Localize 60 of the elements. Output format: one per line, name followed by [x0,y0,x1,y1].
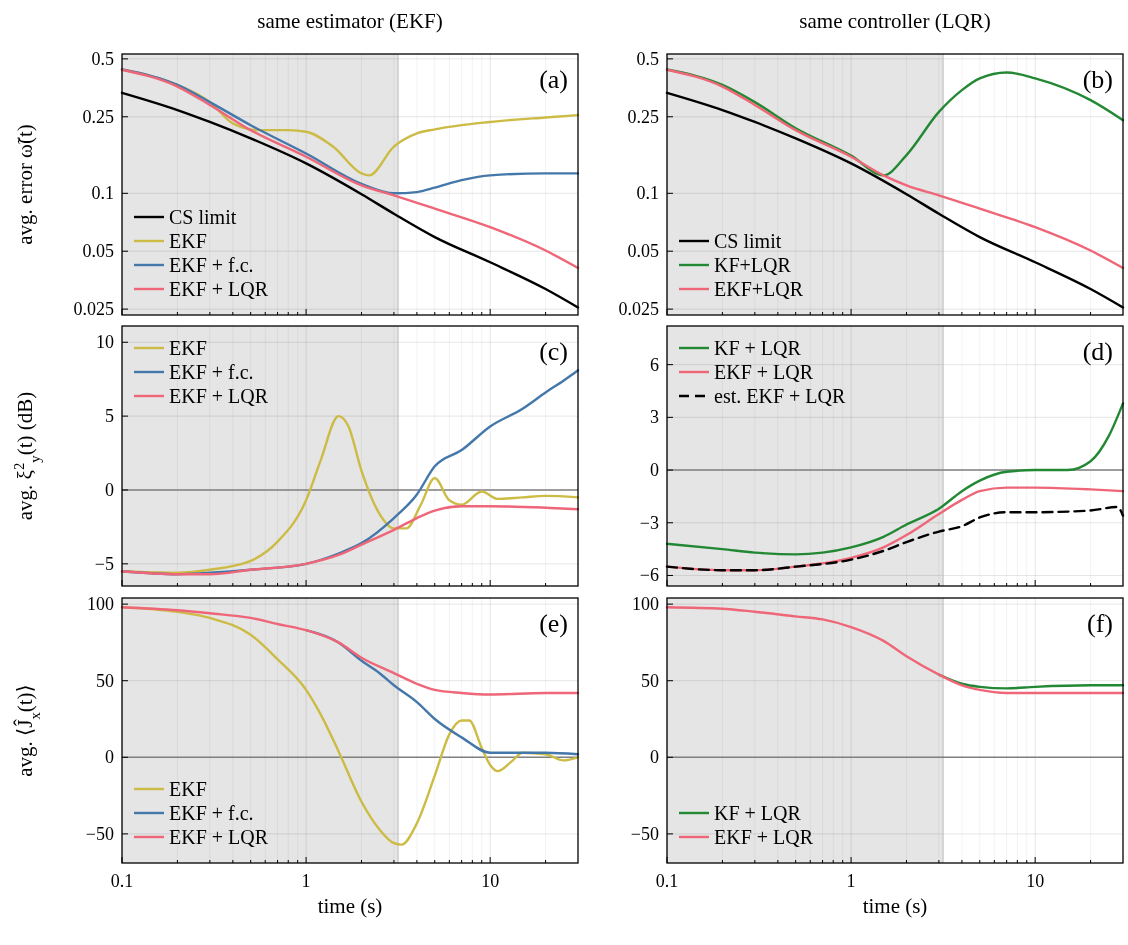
annotation: (d) [1082,337,1113,366]
legend-label: EKF + LQR [169,385,269,407]
legend-label: CS limit [169,206,237,228]
y-tick-label: −5 [94,553,114,574]
y-tick-label: −6 [639,565,659,586]
legend-label: EKF [169,778,207,800]
y-tick-label: 0.05 [82,241,114,262]
y-tick-label: 0 [105,479,114,500]
y-tick-label: 5 [105,406,114,427]
y-axis-title: avg. error ω̃(t) [13,124,37,245]
y-tick-label: 100 [87,594,114,615]
y-tick-label: 0.025 [73,299,114,320]
legend-label: EKF + f.c. [169,802,254,824]
legend-label: EKF [169,230,207,252]
legend-label: EKF + LQR [714,826,814,848]
legend-label: EKF + LQR [169,826,269,848]
y-tick-label: 0 [650,460,659,481]
y-tick-label: 0.1 [636,183,659,204]
x-axis-title: time (s) [862,894,928,918]
chart-title: same estimator (EKF) [257,9,443,33]
y-tick-label: 100 [632,594,659,615]
legend-label: EKF [169,337,207,359]
legend-label: KF + LQR [714,802,802,824]
y-tick-label: 0 [650,747,659,768]
y-tick-label: 0.5 [91,48,114,69]
legend-label: EKF + LQR [169,278,269,300]
x-tick-label: 1 [846,871,856,891]
y-tick-label: −3 [639,512,659,533]
legend-label: EKF + f.c. [169,254,254,276]
legend-label: EKF+LQR [714,278,804,300]
chart-title: same controller (LQR) [799,9,991,33]
legend-label: KF + LQR [714,337,802,359]
annotation: (a) [539,65,568,94]
legend-label: KF+LQR [714,254,792,276]
y-tick-label: 0.1 [91,183,114,204]
y-tick-label: −50 [630,823,659,844]
y-tick-label: 0 [105,747,114,768]
legend-label: EKF + LQR [714,361,814,383]
annotation: (f) [1087,609,1113,638]
annotation: (c) [539,337,568,366]
y-tick-label: 6 [650,354,659,375]
legend-label: CS limit [714,230,782,252]
y-tick-label: 0.025 [618,299,659,320]
y-tick-label: 3 [650,407,659,428]
x-tick-label: 10 [1026,871,1045,891]
y-tick-label: 50 [641,670,659,691]
y-tick-label: 0.5 [636,48,659,69]
x-tick-label: 10 [481,871,500,891]
y-tick-label: −50 [85,823,114,844]
y-tick-label: 10 [96,332,114,353]
x-tick-label: 1 [301,871,311,891]
y-tick-label: 0.25 [627,106,659,127]
y-tick-label: 0.25 [82,106,114,127]
annotation: (b) [1082,65,1113,94]
annotation: (e) [539,609,568,638]
legend-label: est. EKF + LQR [714,385,846,407]
legend-label: EKF + f.c. [169,361,254,383]
y-tick-label: 0.05 [627,241,659,262]
x-axis-title: time (s) [317,894,383,918]
y-tick-label: 50 [96,670,114,691]
